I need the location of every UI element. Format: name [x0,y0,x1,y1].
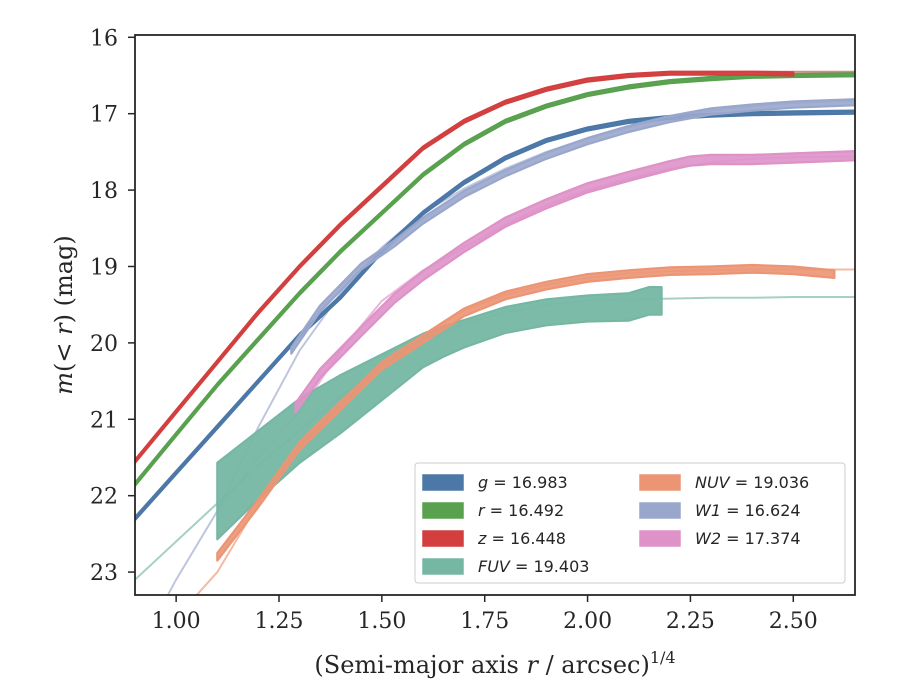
y-tick-label: 22 [90,485,118,510]
legend-swatch [639,502,681,519]
legend-label: W1 = 16.624 [695,501,801,520]
legend-label: g = 16.983 [478,473,568,492]
y-tick-label: 18 [90,179,118,204]
legend-swatch [422,558,464,575]
data-band-3 [216,286,663,541]
y-axis: 16 17 18 19 20 21 22 23 [90,26,135,586]
plot-area [135,70,855,595]
legend-label: NUV = 19.036 [695,473,809,492]
model-curve-1 [135,73,855,485]
x-tick-label: 2.25 [666,609,715,634]
x-tick-label: 1.75 [460,609,509,634]
data-band-6 [294,150,855,414]
legend-label: r = 16.492 [478,501,564,520]
legend-box [414,462,846,584]
data-band-1 [135,72,855,487]
x-tick-label: 1.50 [357,609,406,634]
legend-swatch [422,502,464,519]
data-band-5 [290,98,855,355]
y-axis-label: m(< r) (mag) [50,235,78,395]
x-tick-label: 2.00 [563,609,612,634]
legend-label: z = 16.448 [477,529,566,548]
data-band-2 [135,70,795,464]
y-tick-label: 17 [90,103,118,128]
legend-swatch [422,530,464,547]
legend-swatch [639,474,681,491]
plot-frame [134,34,856,596]
x-tick-label: 1.00 [152,609,201,634]
y-tick-label: 21 [90,408,118,433]
x-tick-label: 2.50 [769,609,818,634]
y-tick-label: 19 [90,255,118,280]
legend-swatch [639,530,681,547]
y-tick-label: 20 [90,332,118,357]
legend-swatch [422,474,464,491]
y-tick-label: 16 [90,26,118,51]
data-band-4 [216,263,836,562]
x-axis-label: (Semi-major axis r / arcsec)1/4 [314,648,675,679]
legend: g = 16.983 r = 16.492 z = 16.448 FUV = 19.4… [414,462,846,584]
x-tick-label: 1.25 [255,609,304,634]
legend-label: FUV = 19.403 [478,557,589,576]
legend-label: W2 = 17.374 [695,529,801,548]
x-axis: 1.00 1.25 1.50 1.75 2.00 2.25 2.50 [152,595,818,634]
y-tick-label: 23 [90,561,118,586]
